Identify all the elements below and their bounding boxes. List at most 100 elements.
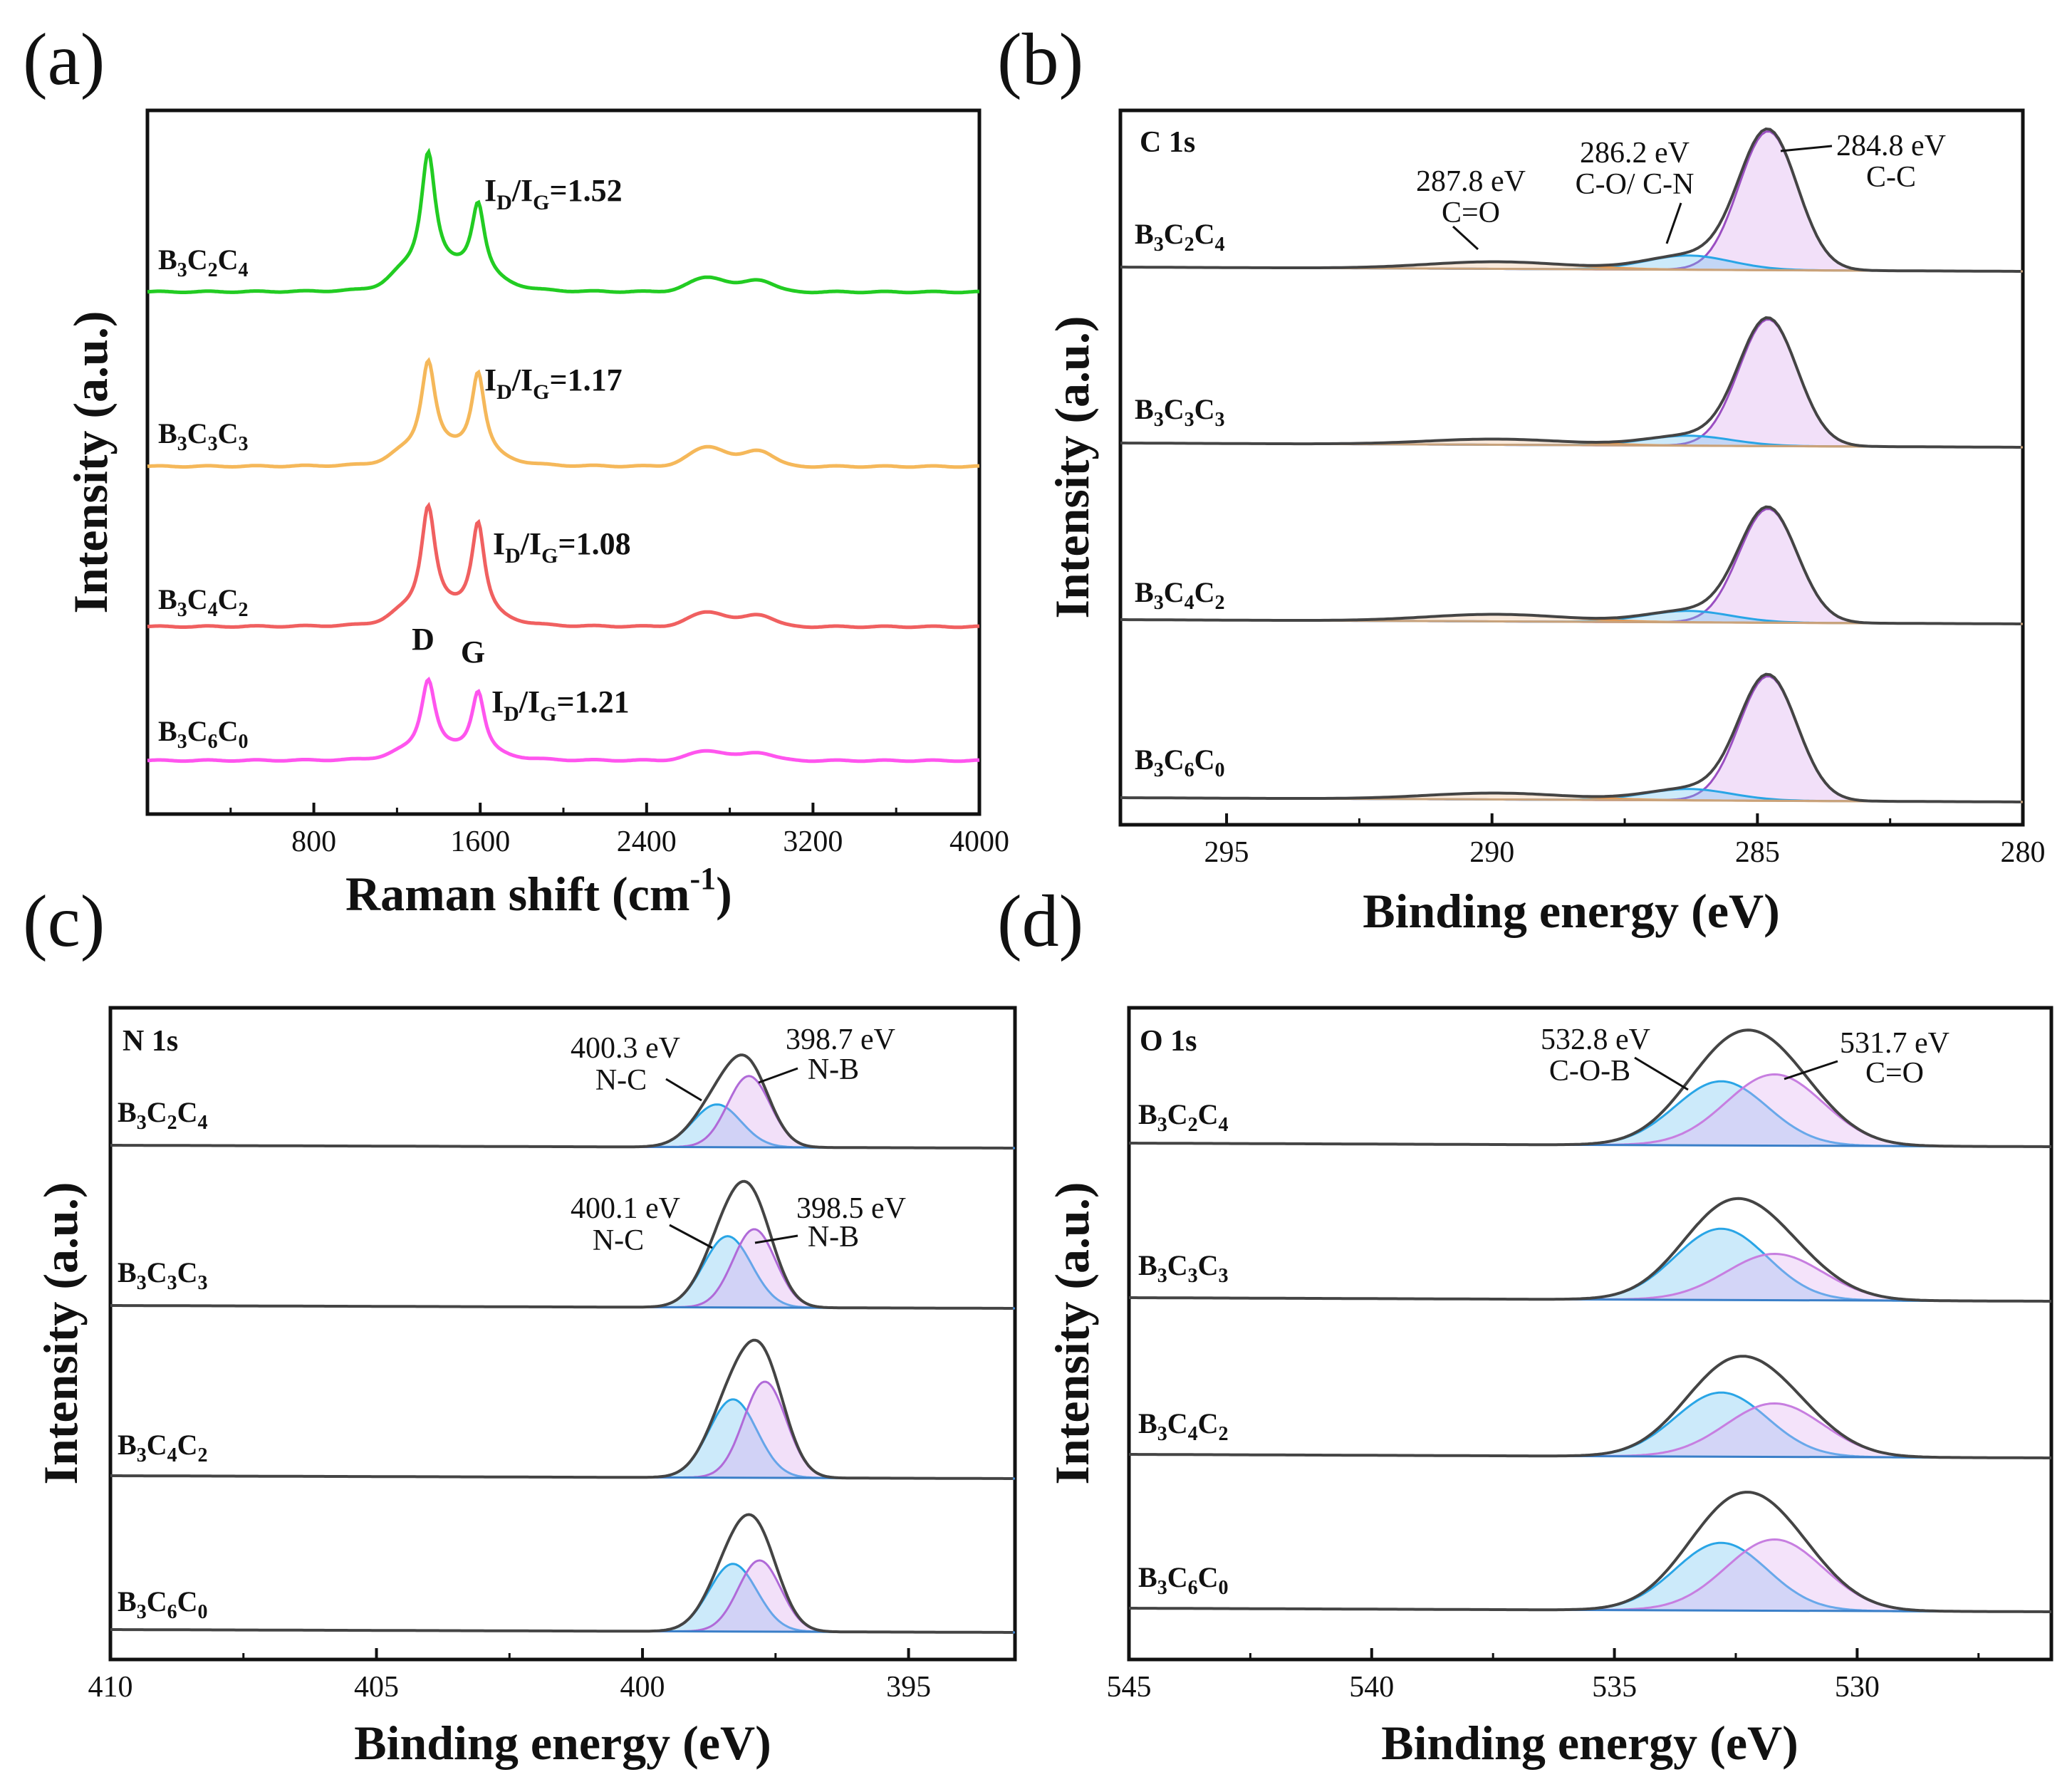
panel-c-component-0-1 — [110, 1075, 1013, 1150]
panel-c-tick-label-405: 405 — [354, 1671, 399, 1704]
sample-label-panel-d-3: B3C6C0 — [1138, 1561, 1228, 1599]
panel-a-tick-label-800: 800 — [291, 825, 336, 858]
panel-c-component-3-1 — [110, 1559, 1013, 1634]
annot-arrow-532-8 — [1634, 1056, 1689, 1091]
raman-line-b3c4c2 — [147, 501, 980, 630]
ratio-label-b3c3c3: ID/IG=1.17 — [484, 363, 623, 404]
panel-c-envelope-2 — [110, 1338, 1013, 1480]
annot-284-8: 284.8 eV — [1836, 130, 1946, 162]
annot-arrow-398-7 — [758, 1067, 798, 1084]
annot-531-7: 531.7 eV — [1840, 1027, 1949, 1060]
panel-c-area-1-1 — [110, 1229, 1014, 1308]
panel-b-area-0-0 — [1120, 131, 2021, 271]
panel-c-component-3-0 — [110, 1563, 1013, 1634]
sample-label-panel-d-0: B3C2C4 — [1138, 1098, 1228, 1136]
panel-b-tick-label-280: 280 — [2001, 836, 2046, 869]
panel-b-envelope-2 — [1120, 505, 2021, 625]
panel-c-tick-label-400: 400 — [620, 1671, 665, 1704]
panel-d-tick-label-540: 540 — [1349, 1671, 1394, 1704]
panel-d-ylabel: Intensity (a.u.) — [1045, 1182, 1099, 1484]
sample-label-a-b3c2c4: B3C2C4 — [158, 244, 248, 281]
panel-a-xlabel-end: ) — [716, 867, 732, 921]
panel-b-envelope-0 — [1120, 127, 2021, 273]
annot-c-o-c-n: C-O/ C-N — [1576, 168, 1694, 201]
panel-b-area-1-2 — [1120, 439, 2021, 447]
sample-label-panel-d-1: B3C3C3 — [1138, 1249, 1228, 1287]
panel-d-component-3-1 — [1129, 1538, 2051, 1613]
panel-d-area-1-1 — [1129, 1254, 2051, 1301]
annot-398-5: 398.5 eV — [796, 1192, 906, 1225]
panel-d-envelope-1 — [1129, 1197, 2051, 1303]
panel-c-area-3-0 — [110, 1563, 1014, 1632]
sample-label-a-b3c4c2: B3C4C2 — [158, 583, 248, 621]
panel-d-plot: 545 540 535 530 B3C2C4 B3C3C3 B3C4C2 B3C6C0 — [1107, 1028, 2052, 1704]
sample-label-panel-b-2: B3C4C2 — [1135, 576, 1224, 614]
panel-b-core-label: C 1s — [1140, 126, 1195, 159]
panel-c-core-label: N 1s — [123, 1025, 178, 1058]
panel-b-ylabel: Intensity (a.u.) — [1045, 316, 1099, 618]
annot-n-c-1: N-C — [595, 1064, 647, 1097]
panel-d-xlabel: Binding energy (eV) — [1381, 1716, 1798, 1770]
panel-c-area-1-0 — [110, 1236, 1014, 1308]
panel-c-xlabel: Binding energy (eV) — [354, 1716, 771, 1770]
panel-c-component-2-0 — [110, 1398, 1013, 1480]
panel-d-envelope-0 — [1129, 1028, 2051, 1148]
panel-c-tick-label-410: 410 — [88, 1671, 133, 1704]
annot-n-b-1: N-B — [808, 1053, 859, 1086]
panel-b-envelope-1 — [1120, 316, 2021, 449]
panel-b-area-2-2 — [1120, 614, 2021, 624]
panel-d-core-label: O 1s — [1140, 1025, 1197, 1058]
annot-c-o-b: C-O-B — [1549, 1055, 1630, 1088]
panel-b-component-2-0 — [1120, 508, 2021, 625]
ratio-label-b3c2c4: ID/IG=1.52 — [484, 173, 623, 214]
panel-c-area-3-1 — [110, 1560, 1014, 1632]
panel-b-tick-label-285: 285 — [1735, 836, 1780, 869]
panel-b-xlabel: Binding energy (eV) — [1363, 884, 1780, 938]
sample-label-a-b3c6c0: B3C6C0 — [158, 715, 248, 753]
annot-n-c-2: N-C — [593, 1224, 644, 1257]
sample-label-panel-b-3: B3C6C0 — [1135, 744, 1224, 781]
ratio-label-b3c6c0: ID/IG=1.21 — [491, 684, 630, 726]
panel-b-tick-label-290: 290 — [1469, 836, 1514, 869]
panel-c-plot: 410 405 400 395 B3C2C4 B3C3C3 B3C4C2 B3C6C0 — [88, 1053, 1016, 1704]
panel-c-ylabel: Intensity (a.u.) — [33, 1182, 88, 1484]
panel-c-component-1-1 — [110, 1228, 1013, 1310]
panel-b-area-3-2 — [1120, 793, 2021, 802]
sample-label-panel-b-1: B3C3C3 — [1135, 393, 1224, 431]
annot-400-3: 400.3 eV — [571, 1032, 680, 1065]
panel-d-area-1-0 — [1129, 1229, 2051, 1301]
annot-arrow-284-8 — [1780, 145, 1833, 152]
panel-label-c: (c) — [23, 880, 105, 962]
sample-label-panel-c-2: B3C4C2 — [118, 1429, 207, 1466]
panel-c-component-0-0 — [110, 1103, 1013, 1150]
panel-a-plot: 800 1600 2400 3200 4000 B3C2C4 B3C3C3 B3C4C2 B3C… — [147, 147, 1009, 858]
panel-a-tick-label-3200: 3200 — [783, 825, 843, 858]
annot-286-2: 286.2 eV — [1580, 137, 1690, 170]
panel-c-frame — [108, 1006, 1017, 1662]
panel-b-area-3-0 — [1120, 676, 2021, 802]
annot-c-eq-o-d: C=O — [1865, 1057, 1924, 1090]
panel-d-area-3-0 — [1129, 1543, 2051, 1612]
panel-b-frame — [1118, 108, 2025, 827]
panel-d-area-2-0 — [1129, 1392, 2051, 1458]
panel-label-b: (b) — [997, 19, 1083, 100]
peak-label-d: D — [412, 622, 434, 657]
annot-arrow-287-8 — [1452, 225, 1479, 251]
panel-a-xlabel-sup: -1 — [690, 861, 717, 896]
sample-label-panel-b-0: B3C2C4 — [1135, 218, 1224, 256]
panel-d-component-1-1 — [1129, 1252, 2051, 1303]
panel-c-area-0-0 — [110, 1104, 1014, 1148]
annot-532-8: 532.8 eV — [1541, 1023, 1650, 1056]
raman-line-b3c3c3 — [147, 357, 980, 469]
annot-n-b-2: N-B — [808, 1221, 859, 1254]
panel-c-envelope-1 — [110, 1179, 1013, 1310]
panel-c-component-1-0 — [110, 1235, 1013, 1310]
panel-b-envelope-3 — [1120, 672, 2021, 803]
panel-b-area-1-0 — [1120, 319, 2021, 447]
panel-a-tick-label-1600: 1600 — [450, 825, 510, 858]
panel-c-area-2-0 — [110, 1399, 1014, 1479]
annot-arrow-398-5 — [754, 1234, 798, 1244]
panel-a-xlabel: Raman shift (cm-1) — [345, 861, 732, 921]
panel-c-tick-label-395: 395 — [886, 1671, 931, 1704]
